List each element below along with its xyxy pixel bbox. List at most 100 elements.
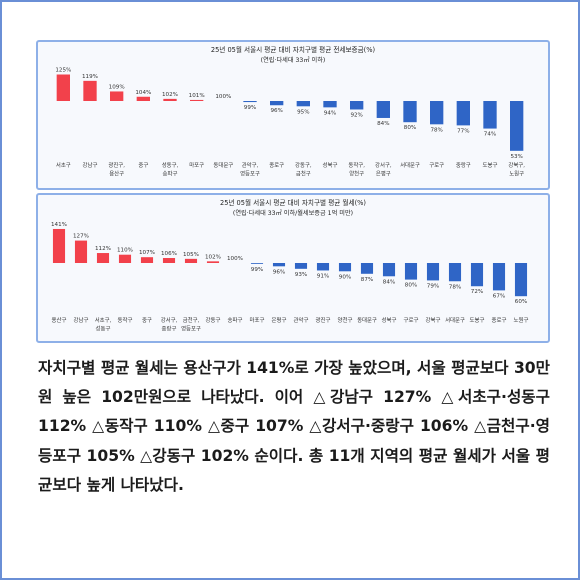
bar-1-10 [323,101,337,108]
bar-2-10 [272,263,286,267]
bar-2-1 [74,240,88,263]
bar-2-20 [492,263,506,291]
category-label-2-11: 관악구 [294,316,309,324]
category-label-2-14: 동대문구 [357,316,377,324]
category-label-1-15: 중랑구 [456,162,471,169]
category-label-1-10: 성북구 [323,161,338,169]
bar-1-16 [483,101,497,129]
data-label-2-3: 110% [117,248,133,254]
bar-2-0 [52,228,66,263]
category-label-1-4: 성동구, 송파구 [162,161,179,178]
data-label-1-15: 77% [457,128,469,134]
data-label-2-5: 106% [161,251,177,257]
data-label-2-10: 96% [273,269,285,275]
bar-2-19 [470,263,484,287]
data-label-2-9: 99% [251,267,263,273]
category-label-2-17: 강북구 [426,317,441,324]
data-label-1-16: 74% [484,132,496,138]
data-label-2-16: 80% [405,283,417,289]
category-label-1-17: 강북구, 노원구 [508,162,525,178]
bar-2-13 [338,263,352,272]
category-label-2-16: 구로구 [404,317,419,324]
data-label-2-17: 79% [427,283,439,289]
category-label-1-14: 구로구 [429,162,444,169]
data-label-1-0: 125% [55,68,71,74]
category-label-1-9: 강동구, 금천구 [295,162,312,178]
data-label-2-18: 78% [449,284,461,290]
category-label-1-12: 강서구, 은평구 [375,161,392,178]
bar-2-5 [162,258,176,263]
data-label-1-10: 94% [324,110,336,116]
data-label-1-7: 99% [244,105,256,111]
wolse-chart-card: 25년 05월 서울시 평균 대비 자치구별 평균 월세(%) (연립·다세대 3… [36,193,550,343]
jeonse-chart-card: 25년 05월 서울시 평균 대비 자치구별 평균 전세보증금(%) (연립·다세… [36,40,550,190]
bar-1-3 [136,96,150,101]
data-label-2-7: 102% [205,254,221,260]
category-label-2-6: 금천구, 영등포구 [181,316,201,333]
category-label-2-18: 서대문구 [445,316,465,324]
category-label-2-13: 양천구 [338,316,353,324]
chart-subtitle: (연립·다세대 33㎡ 이하/월세보증금 1억 미만) [233,209,353,217]
category-label-2-12: 광진구 [316,316,331,324]
data-label-1-2: 109% [109,84,125,90]
data-label-2-1: 127% [73,234,89,240]
category-label-2-8: 송파구 [228,316,243,324]
data-label-1-5: 101% [189,93,205,99]
data-label-1-17: 53% [510,154,522,160]
bar-1-12 [376,101,390,118]
bar-2-21 [514,263,528,297]
bar-2-15 [382,263,396,277]
bar-1-1 [83,80,97,101]
data-label-1-9: 95% [297,109,309,115]
data-label-2-21: 60% [515,299,527,305]
bar-2-7 [206,261,220,263]
category-label-1-8: 종로구 [269,162,284,169]
jeonse-chart: 25년 05월 서울시 평균 대비 자치구별 평균 전세보증금(%) (연립·다세… [55,45,525,178]
bar-2-14 [360,263,374,274]
bar-1-14 [430,101,444,125]
category-label-1-16: 도봉구 [483,162,498,169]
bar-1-4 [163,98,177,101]
category-label-1-13: 서대문구 [400,161,420,169]
category-label-2-10: 은평구 [272,317,287,324]
bar-1-9 [296,101,310,107]
category-label-2-20: 종로구 [492,317,507,324]
category-label-2-1: 강남구 [74,316,89,324]
bar-1-15 [456,101,470,126]
category-label-2-19: 도봉구 [470,317,485,324]
data-label-2-14: 87% [361,277,373,283]
bar-2-2 [96,253,110,263]
bar-2-11 [294,263,308,269]
bar-1-17 [510,101,524,151]
category-label-1-5: 마포구 [189,161,204,169]
bar-2-9 [250,263,264,264]
category-label-2-7: 강동구 [206,317,221,324]
category-label-1-1: 강남구 [83,161,98,169]
data-label-2-15: 84% [383,279,395,285]
category-label-2-0: 용산구 [52,316,67,324]
bar-1-13 [403,101,417,123]
category-label-1-7: 관악구, 영등포구 [240,161,260,178]
data-label-2-2: 112% [95,246,111,252]
category-label-2-21: 노원구 [514,316,529,324]
bar-1-8 [270,101,284,106]
bar-1-5 [190,99,204,101]
data-label-2-19: 72% [471,289,483,295]
category-label-2-4: 중구 [142,317,152,324]
chart-title: 25년 05월 서울시 평균 대비 자치구별 평균 월세(%) [220,198,366,207]
category-label-1-6: 동대문구 [213,161,233,169]
data-label-2-12: 91% [317,273,329,279]
bar-2-16 [404,263,418,280]
data-label-2-11: 93% [295,272,307,278]
bar-2-18 [448,263,462,282]
bar-1-7 [243,101,257,103]
category-label-2-2: 서초구, 성동구 [95,316,112,333]
data-label-2-6: 105% [183,252,199,258]
bar-1-2 [110,91,124,101]
category-label-2-15: 성북구 [382,316,397,324]
data-label-2-8: 100% [227,256,243,262]
bar-2-3 [118,254,132,263]
chart-title: 25년 05월 서울시 평균 대비 자치구별 평균 전세보증금(%) [211,45,375,54]
data-label-1-8: 96% [270,108,282,114]
